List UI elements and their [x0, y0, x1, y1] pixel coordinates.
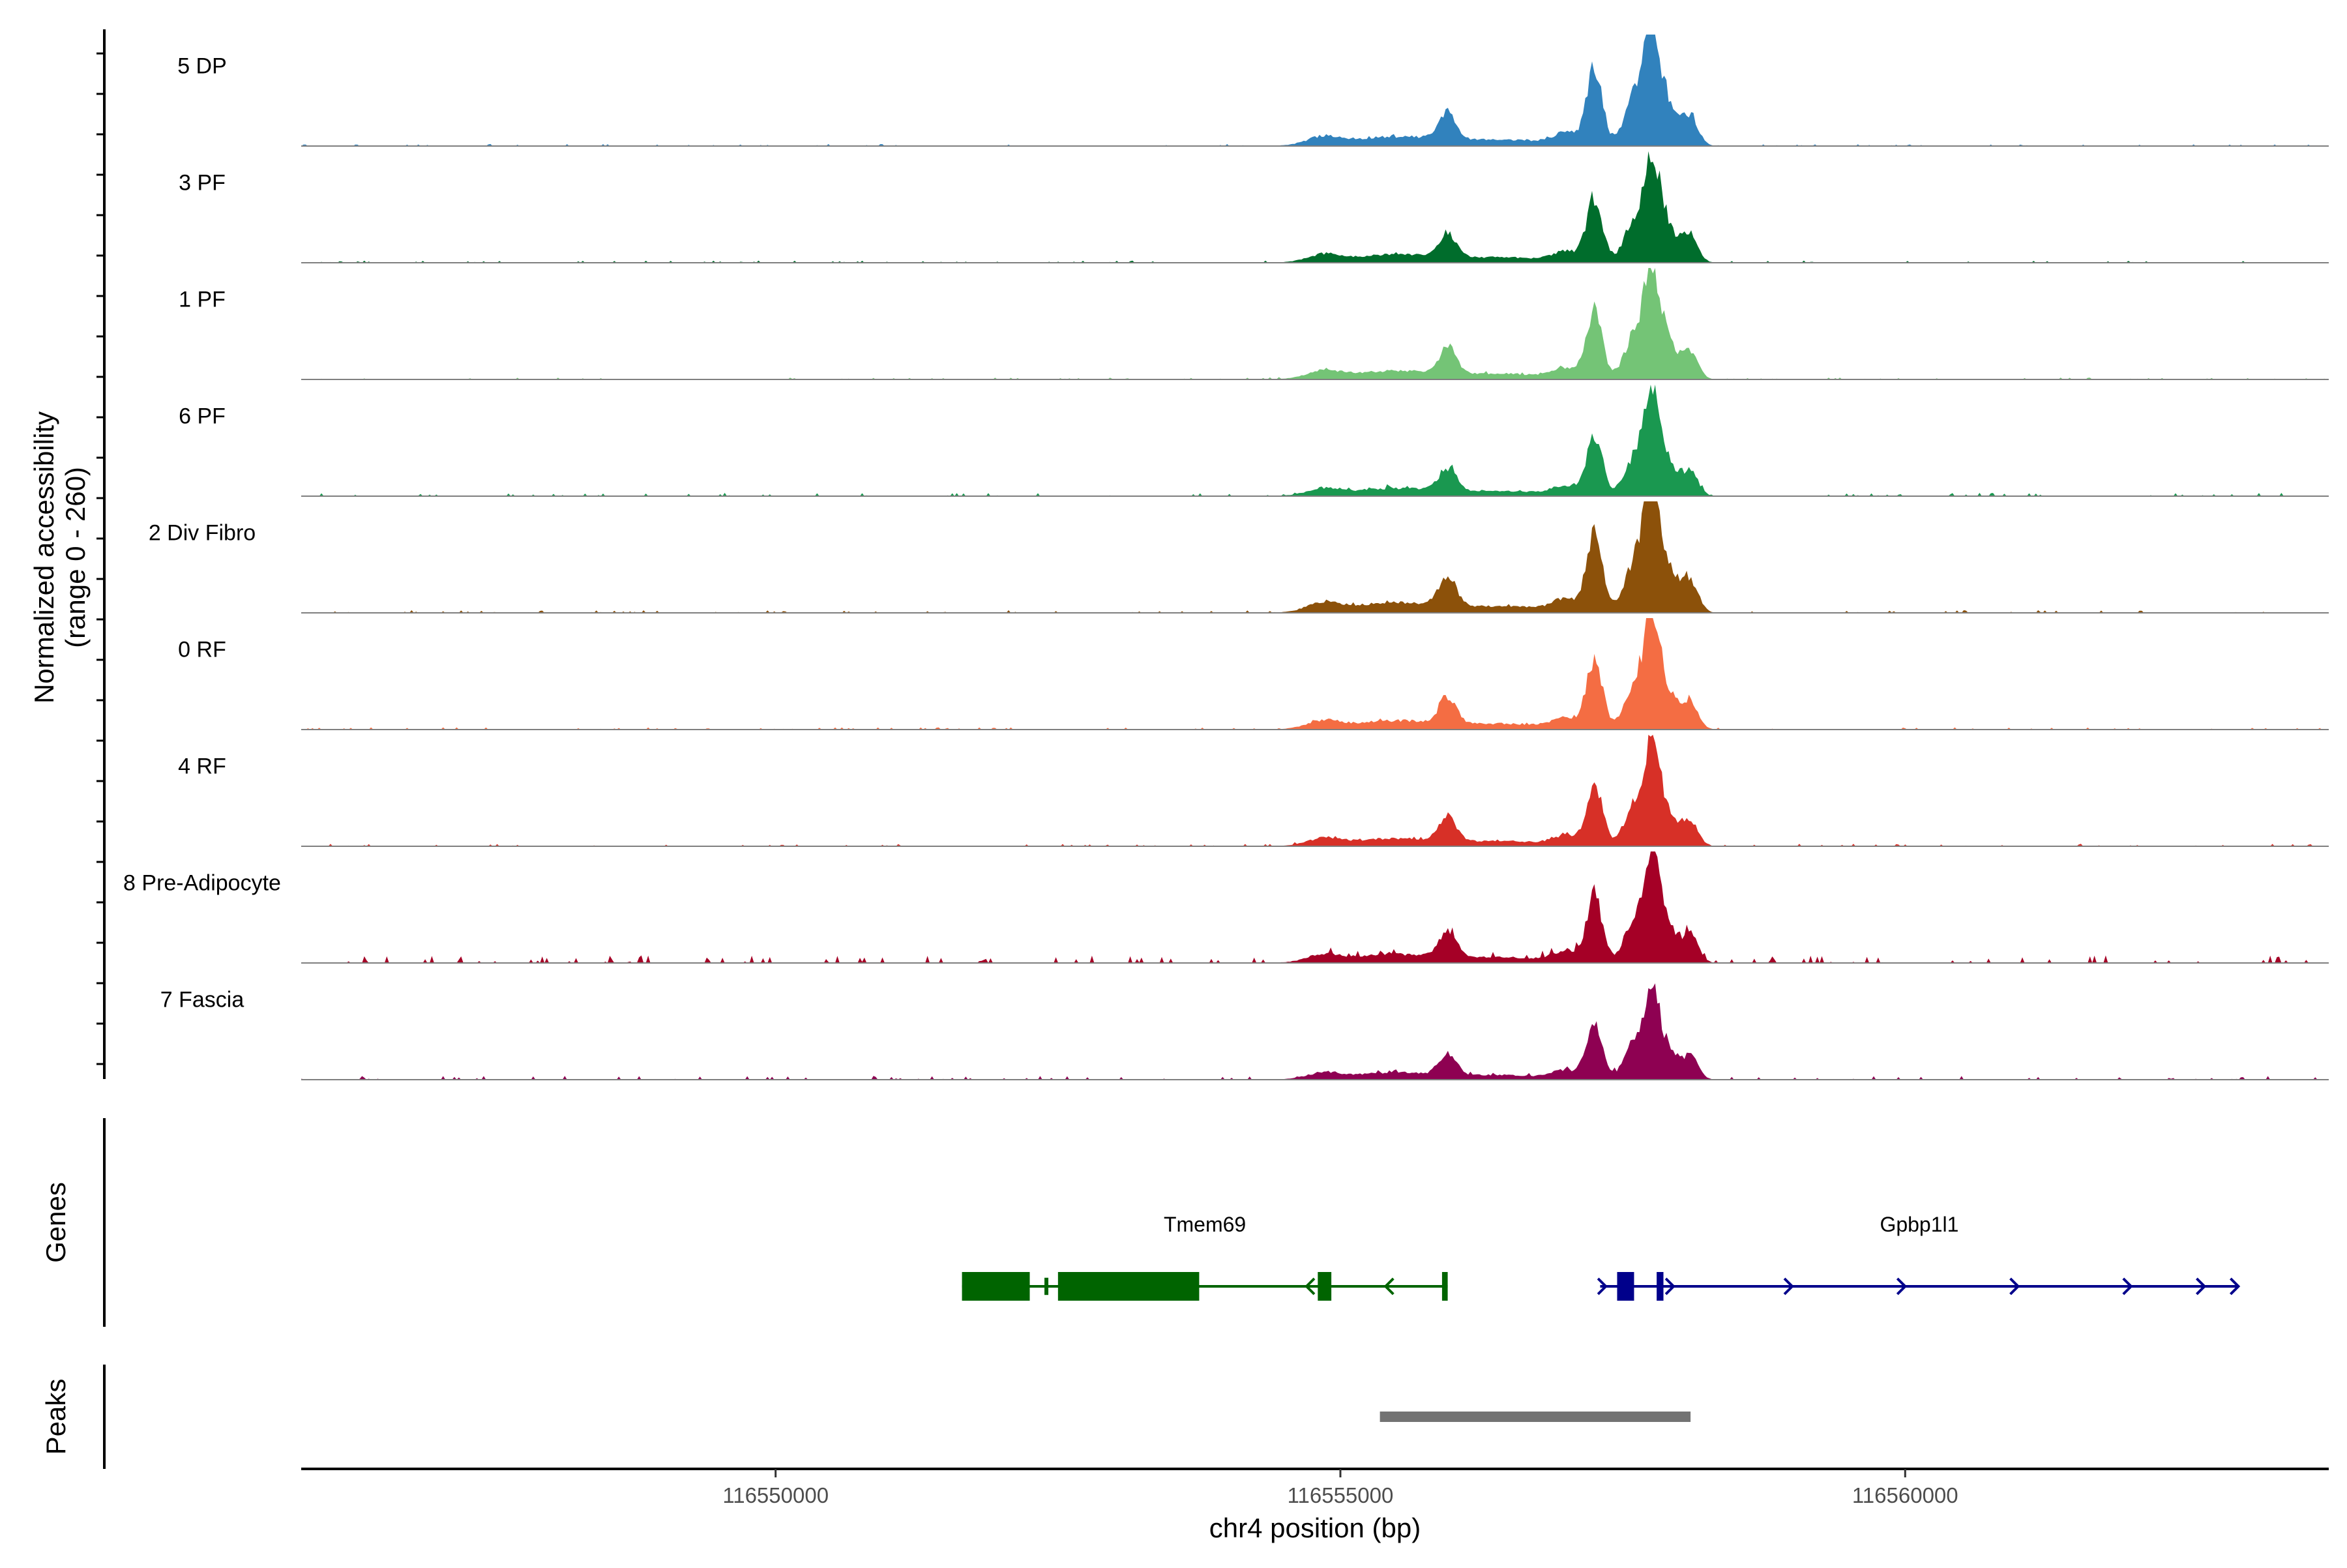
- strand-arrow-icon: [2009, 1277, 2020, 1295]
- strand-arrow-icon: [2122, 1277, 2133, 1295]
- strand-arrow-icon: [1783, 1277, 1794, 1295]
- track: 6 PF: [179, 385, 2329, 497]
- gene-exon: [962, 1272, 1030, 1301]
- gene-model: Gpbp1l1: [1597, 1213, 2241, 1301]
- strand-arrow-icon: [2196, 1277, 2207, 1295]
- gene-exon: [1617, 1272, 1634, 1301]
- track: 2 Div Fibro: [149, 501, 2329, 614]
- coverage-area: [301, 35, 2329, 146]
- gene-label: Tmem69: [1164, 1213, 1246, 1236]
- strand-arrow-icon: [1664, 1277, 1675, 1295]
- y-axis-title-line1: Normalized accessibility: [29, 411, 59, 703]
- track-label: 8 Pre-Adipocyte: [123, 871, 281, 896]
- track: 5 DP: [177, 35, 2329, 147]
- peak-region: [1380, 1412, 1691, 1422]
- gene-exon: [1044, 1277, 1049, 1295]
- strand-arrow-icon: [1305, 1277, 1316, 1295]
- track-label: 6 PF: [179, 404, 226, 429]
- gene-label: Gpbp1l1: [1880, 1213, 1958, 1236]
- genes-panel: Tmem69 Gpbp1l1: [962, 1213, 2241, 1301]
- x-axis-title: chr4 position (bp): [1209, 1513, 1421, 1543]
- gene-model: Tmem69: [962, 1213, 1448, 1301]
- gene-exon: [1318, 1272, 1332, 1301]
- track-label: 1 PF: [179, 288, 226, 312]
- track: 0 RF: [178, 618, 2329, 730]
- coverage-area: [301, 983, 2329, 1080]
- genes-panel-title: Genes: [40, 1182, 71, 1263]
- coverage-area: [301, 268, 2329, 379]
- y-axis-title-line2: (range 0 - 260): [60, 467, 91, 648]
- x-tick-label: 116555000: [1288, 1483, 1394, 1507]
- track: 8 Pre-Adipocyte: [123, 851, 2329, 964]
- track-label: 2 Div Fibro: [149, 521, 256, 546]
- coverage-area: [301, 618, 2329, 730]
- peaks-panel: [1380, 1412, 1691, 1422]
- gene-exon: [1441, 1272, 1448, 1301]
- x-tick-label: 116560000: [1852, 1483, 1958, 1507]
- track-label: 7 Fascia: [160, 988, 244, 1013]
- strand-arrow-icon: [1597, 1277, 1608, 1295]
- track-label: 5 DP: [177, 54, 227, 79]
- track-label: 4 RF: [178, 754, 226, 779]
- peaks-panel-title: Peaks: [40, 1379, 71, 1455]
- y-axis-ticks: [96, 52, 104, 1065]
- coverage-area: [301, 735, 2329, 846]
- strand-arrow-icon: [2229, 1277, 2241, 1295]
- gene-exon: [1057, 1272, 1200, 1301]
- coverage-area: [301, 851, 2329, 963]
- track: 3 PF: [179, 151, 2329, 263]
- tracks-panel: 5 DP 3 PF 1 PF 6 PF 2 Div Fibro 0 RF 4 RF 8 Pre…: [123, 35, 2329, 1080]
- coverage-area: [301, 501, 2329, 613]
- track-label: 3 PF: [179, 171, 226, 196]
- coverage-area: [301, 385, 2329, 496]
- coverage-area: [301, 151, 2329, 263]
- strand-arrow-icon: [1383, 1277, 1395, 1295]
- track: 4 RF: [178, 735, 2329, 847]
- strand-arrow-icon: [1896, 1277, 1908, 1295]
- track: 7 Fascia: [160, 983, 2329, 1080]
- x-axis-ticks: 116550000 116555000 116560000: [722, 1469, 1958, 1507]
- track: 1 PF: [179, 268, 2329, 380]
- gene-exon: [1657, 1272, 1664, 1301]
- x-tick-label: 116550000: [722, 1483, 829, 1507]
- track-label: 0 RF: [178, 638, 226, 662]
